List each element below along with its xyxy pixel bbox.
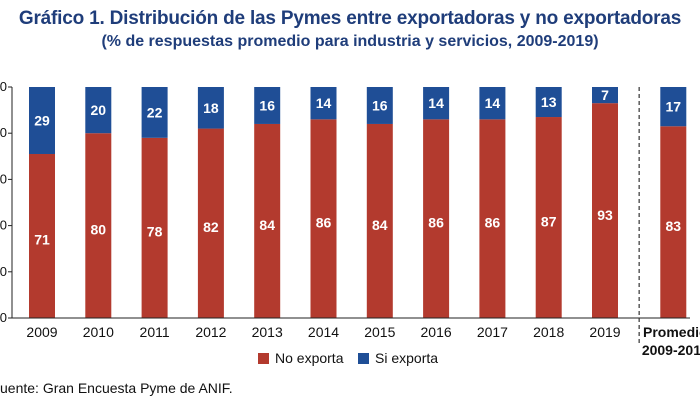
chart-title: Gráfico 1. Distribución de las Pymes ent… <box>18 8 682 29</box>
x-axis: 2009 2010 2011 2012 2013 2014 2015 2016 2017 2018… <box>12 87 700 358</box>
x-tick-label: 2017 <box>477 324 508 340</box>
y-axis: 0 20 40 60 80 100 <box>0 79 13 325</box>
bar-si-exporta <box>29 87 55 154</box>
y-tick-label: 20 <box>0 264 7 279</box>
source-note: uente: Gran Encuesta Pyme de ANIF. <box>0 380 233 396</box>
chart-subtitle: (% de respuestas promedio para industria… <box>101 33 599 50</box>
data-label: 93 <box>597 207 613 223</box>
bar-no-exporta <box>254 123 281 319</box>
y-tick-label: 80 <box>0 125 7 140</box>
data-label: 84 <box>372 217 388 233</box>
bar-si-exporta <box>254 87 281 124</box>
data-label: 22 <box>147 104 163 120</box>
data-label: 16 <box>259 97 275 113</box>
bar-no-exporta <box>479 119 506 318</box>
legend-label: Si exporta <box>375 350 438 366</box>
data-label: 86 <box>485 215 501 231</box>
data-label: 29 <box>34 112 50 128</box>
y-tick-label: 0 <box>0 310 7 325</box>
data-label: 17 <box>666 99 682 115</box>
data-label: 7 <box>601 87 609 103</box>
legend-swatch-si-exporta <box>358 353 369 364</box>
x-tick-label: 2011 <box>140 324 170 340</box>
bar-series: 71 29 80 20 78 22 82 18 84 16 86 14 84 16 86 14 86 14 87 13… <box>29 87 687 319</box>
data-label: 87 <box>541 214 557 230</box>
data-label: 18 <box>203 100 219 116</box>
data-label: 84 <box>259 217 275 233</box>
bar-si-exporta <box>141 87 168 138</box>
data-label: 86 <box>316 215 332 231</box>
y-tick-label: 60 <box>0 171 7 186</box>
bar-si-exporta <box>366 87 393 124</box>
bar-no-exporta <box>85 133 112 318</box>
x-tick-label: 2009 <box>26 324 57 340</box>
data-label: 82 <box>203 219 219 235</box>
x-tick-label: 2016 <box>421 324 452 340</box>
bar-si-exporta <box>592 87 618 104</box>
bar-no-exporta <box>660 126 687 319</box>
data-label: 78 <box>147 224 163 240</box>
data-label: 14 <box>316 95 332 111</box>
bar-no-exporta <box>197 128 224 318</box>
bar-no-exporta <box>29 153 55 318</box>
bar-si-exporta <box>535 87 562 118</box>
bar-no-exporta <box>366 123 393 319</box>
y-tick-label: 100 <box>0 79 7 94</box>
x-tick-label: 2009-2019 <box>642 342 700 358</box>
legend-swatch-no-exporta <box>258 353 269 364</box>
data-label: 13 <box>541 94 557 110</box>
bar-no-exporta <box>423 119 450 318</box>
data-label: 14 <box>485 95 501 111</box>
x-tick-label: 2013 <box>252 324 283 340</box>
legend-label: No exporta <box>275 350 344 366</box>
bar-no-exporta <box>535 117 562 318</box>
legend: No exporta Si exporta <box>258 350 438 366</box>
x-tick-label: 2019 <box>589 324 620 340</box>
x-tick-label: 2015 <box>364 324 395 340</box>
x-tick-label: Promedio <box>643 324 700 340</box>
bar-no-exporta <box>310 119 337 318</box>
data-label: 20 <box>91 102 107 118</box>
x-tick-label: 2018 <box>533 324 564 340</box>
data-label: 71 <box>34 231 50 247</box>
bar-si-exporta <box>197 87 224 129</box>
data-label: 80 <box>91 221 107 237</box>
bar-no-exporta <box>141 137 168 318</box>
data-label: 16 <box>372 97 388 113</box>
data-label: 86 <box>428 215 444 231</box>
bar-si-exporta <box>423 87 450 120</box>
x-tick-label: 2010 <box>83 324 114 340</box>
x-tick-label: 2014 <box>308 324 339 340</box>
bar-si-exporta <box>660 87 687 127</box>
data-label: 83 <box>666 218 682 234</box>
y-tick-label: 40 <box>0 218 7 233</box>
bar-si-exporta <box>310 87 337 120</box>
x-tick-label: 2012 <box>195 324 226 340</box>
bar-no-exporta <box>592 103 618 318</box>
bar-si-exporta <box>479 87 506 120</box>
data-label: 14 <box>428 95 444 111</box>
bar-si-exporta <box>85 87 112 134</box>
